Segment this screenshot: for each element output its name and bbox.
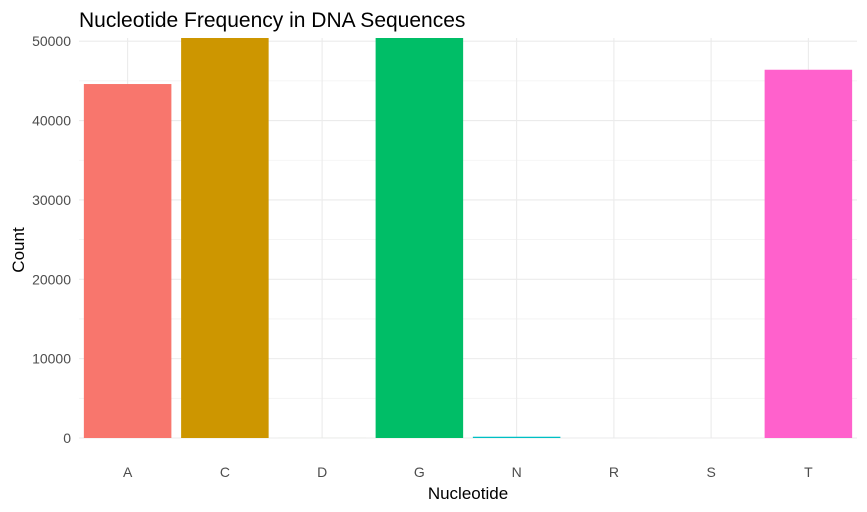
bar-t	[764, 69, 853, 438]
y-tick-label: 20000	[32, 271, 71, 287]
y-axis-title: Count	[9, 227, 28, 273]
x-tick-label: S	[706, 464, 715, 480]
x-tick-label: T	[804, 464, 813, 480]
x-tick-label: C	[220, 464, 230, 480]
bars	[83, 38, 853, 439]
x-tick-label: A	[123, 464, 133, 480]
bar-a	[83, 84, 172, 439]
x-tick-label: D	[317, 464, 327, 480]
chart-title: Nucleotide Frequency in DNA Sequences	[79, 9, 465, 32]
y-axis-ticks: 0 10000 20000 30000 40000 50000	[32, 33, 71, 446]
bar-n	[472, 436, 561, 438]
y-tick-label: 0	[63, 430, 71, 446]
x-tick-label: G	[414, 464, 425, 480]
x-axis-title: Nucleotide	[428, 484, 508, 503]
y-tick-label: 40000	[32, 113, 71, 129]
y-tick-label: 50000	[32, 33, 71, 49]
y-tick-label: 10000	[32, 351, 71, 367]
x-tick-label: R	[609, 464, 619, 480]
x-tick-label: N	[512, 464, 522, 480]
bar-g	[375, 38, 464, 438]
y-tick-label: 30000	[32, 192, 71, 208]
bar-c	[181, 38, 269, 438]
